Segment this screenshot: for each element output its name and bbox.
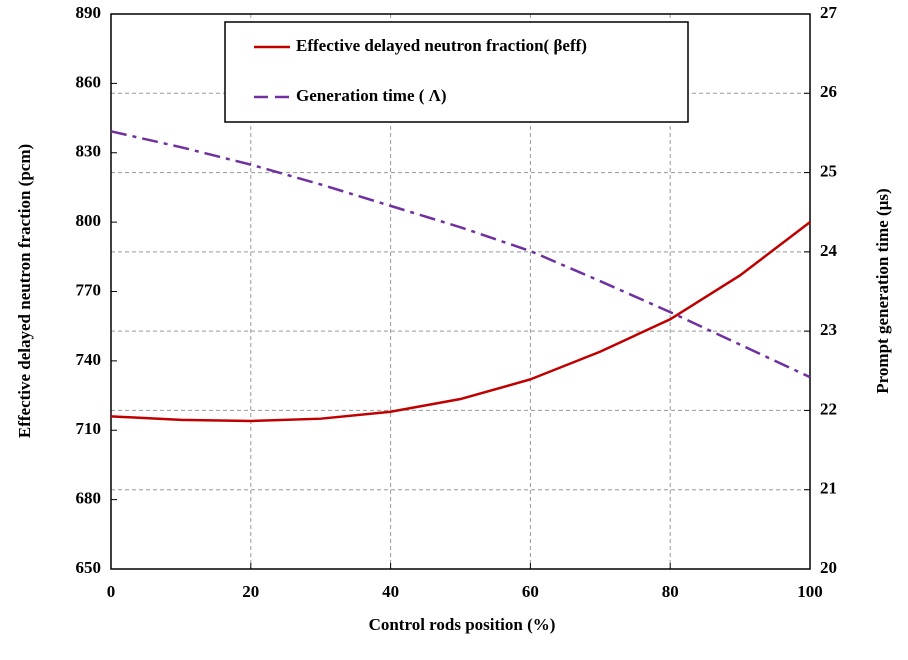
y2-axis-label: Prompt generation time (µs) — [873, 188, 892, 393]
x-tick-label: 60 — [522, 582, 539, 601]
y-tick-label: 830 — [76, 142, 102, 161]
y-axis-label: Effective delayed neutron fraction (pcm) — [15, 144, 34, 438]
x-tick-label: 100 — [797, 582, 823, 601]
x-tick-label: 0 — [107, 582, 116, 601]
series-line — [110, 130, 811, 379]
y-tick-label: 740 — [76, 350, 102, 369]
series-line — [110, 221, 811, 423]
legend-box — [224, 21, 689, 123]
y2-tick-label: 27 — [820, 3, 838, 22]
y2-tick-label: 25 — [820, 161, 837, 180]
x-tick-label: 80 — [662, 582, 679, 601]
y2-tick-label: 20 — [820, 558, 837, 577]
y-tick-label: 890 — [76, 3, 102, 22]
y-tick-label: 650 — [76, 558, 102, 577]
y2-tick-label: 21 — [820, 479, 837, 498]
legend-label: Generation time ( Λ) — [296, 86, 447, 105]
y-tick-label: 860 — [76, 72, 102, 91]
y2-tick-label: 24 — [820, 241, 838, 260]
x-axis-label: Control rods position (%) — [369, 615, 556, 634]
y-tick-label: 800 — [76, 211, 102, 230]
y-tick-label: 770 — [76, 280, 102, 299]
y2-tick-label: 26 — [820, 82, 837, 101]
y2-tick-label: 23 — [820, 320, 837, 339]
y2-tick-label: 22 — [820, 399, 837, 418]
plot-frame — [110, 13, 811, 570]
y-tick-label: 680 — [76, 489, 102, 508]
y-tick-label: 710 — [76, 419, 102, 438]
legend-label: Effective delayed neutron fraction( βeff… — [296, 36, 587, 55]
x-tick-label: 20 — [242, 582, 259, 601]
x-tick-label: 40 — [382, 582, 399, 601]
